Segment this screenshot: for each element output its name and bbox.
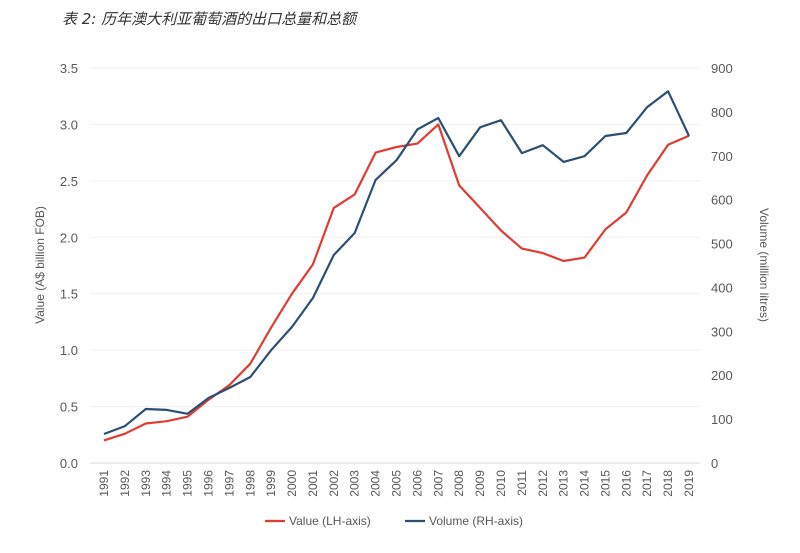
y-tick-label: 3.0 [60, 117, 78, 132]
x-tick-label: 2004 [369, 470, 383, 497]
series-line-volume [103, 90, 690, 436]
x-tick-label: 2000 [285, 470, 299, 497]
x-tick-label: 2007 [431, 470, 445, 497]
y2-axis-title: Volume (million litres) [757, 208, 771, 322]
x-tick-label: 2006 [410, 470, 424, 497]
y2-tick-label: 0 [711, 456, 718, 471]
y-tick-label: 0.5 [60, 400, 78, 415]
y2-tick-label: 100 [711, 412, 733, 427]
x-tick-label: 2003 [348, 470, 362, 497]
x-tick-label: 2019 [682, 470, 696, 497]
y-axis-title: Value (A$ billion FOB) [33, 206, 47, 324]
y2-tick-label: 800 [711, 105, 733, 120]
chart-title: 表 2: 历年澳大利亚葡萄酒的出口总量和总额 [62, 10, 357, 28]
x-tick-label: 2013 [557, 470, 571, 497]
y2-tick-label: 300 [711, 324, 733, 339]
x-tick-label: 2009 [473, 470, 487, 497]
x-tick-label: 1993 [139, 470, 153, 497]
y-tick-label: 2.0 [60, 230, 78, 245]
x-tick-label: 1999 [264, 470, 278, 497]
x-tick-label: 1992 [118, 470, 132, 497]
y2-tick-label: 700 [711, 149, 733, 164]
series-line-value [103, 123, 690, 442]
x-tick-label: 2008 [452, 470, 466, 497]
y2-tick-label: 500 [711, 237, 733, 252]
x-tick-label: 1995 [181, 470, 195, 497]
legend-label: Value (LH-axis) [289, 514, 371, 528]
y-tick-label: 2.5 [60, 174, 78, 189]
y-tick-label: 1.5 [60, 287, 78, 302]
x-tick-label: 2005 [390, 470, 404, 497]
x-tick-label: 1991 [97, 470, 111, 497]
x-tick-label: 2014 [578, 470, 592, 497]
y2-tick-label: 600 [711, 193, 733, 208]
x-tick-label: 1994 [160, 470, 174, 497]
y-tick-label: 0.0 [60, 456, 78, 471]
y2-tick-label: 900 [711, 61, 733, 76]
x-tick-label: 2001 [306, 470, 320, 497]
y-tick-label: 1.0 [60, 343, 78, 358]
x-tick-label: 2015 [598, 470, 612, 497]
x-tick-label: 2011 [515, 470, 529, 496]
x-tick-label: 2017 [640, 470, 654, 497]
legend-label: Volume (RH-axis) [429, 514, 523, 528]
x-tick-label: 1996 [201, 470, 215, 497]
x-tick-label: 1997 [222, 470, 236, 497]
y-tick-label: 3.5 [60, 61, 78, 76]
x-tick-label: 2012 [536, 470, 550, 497]
x-tick-label: 2002 [327, 470, 341, 497]
y2-tick-label: 400 [711, 280, 733, 295]
x-tick-label: 1998 [243, 470, 257, 497]
x-tick-label: 2010 [494, 470, 508, 497]
x-tick-label: 2018 [661, 470, 675, 497]
x-tick-label: 2016 [619, 470, 633, 497]
y2-tick-label: 200 [711, 368, 733, 383]
